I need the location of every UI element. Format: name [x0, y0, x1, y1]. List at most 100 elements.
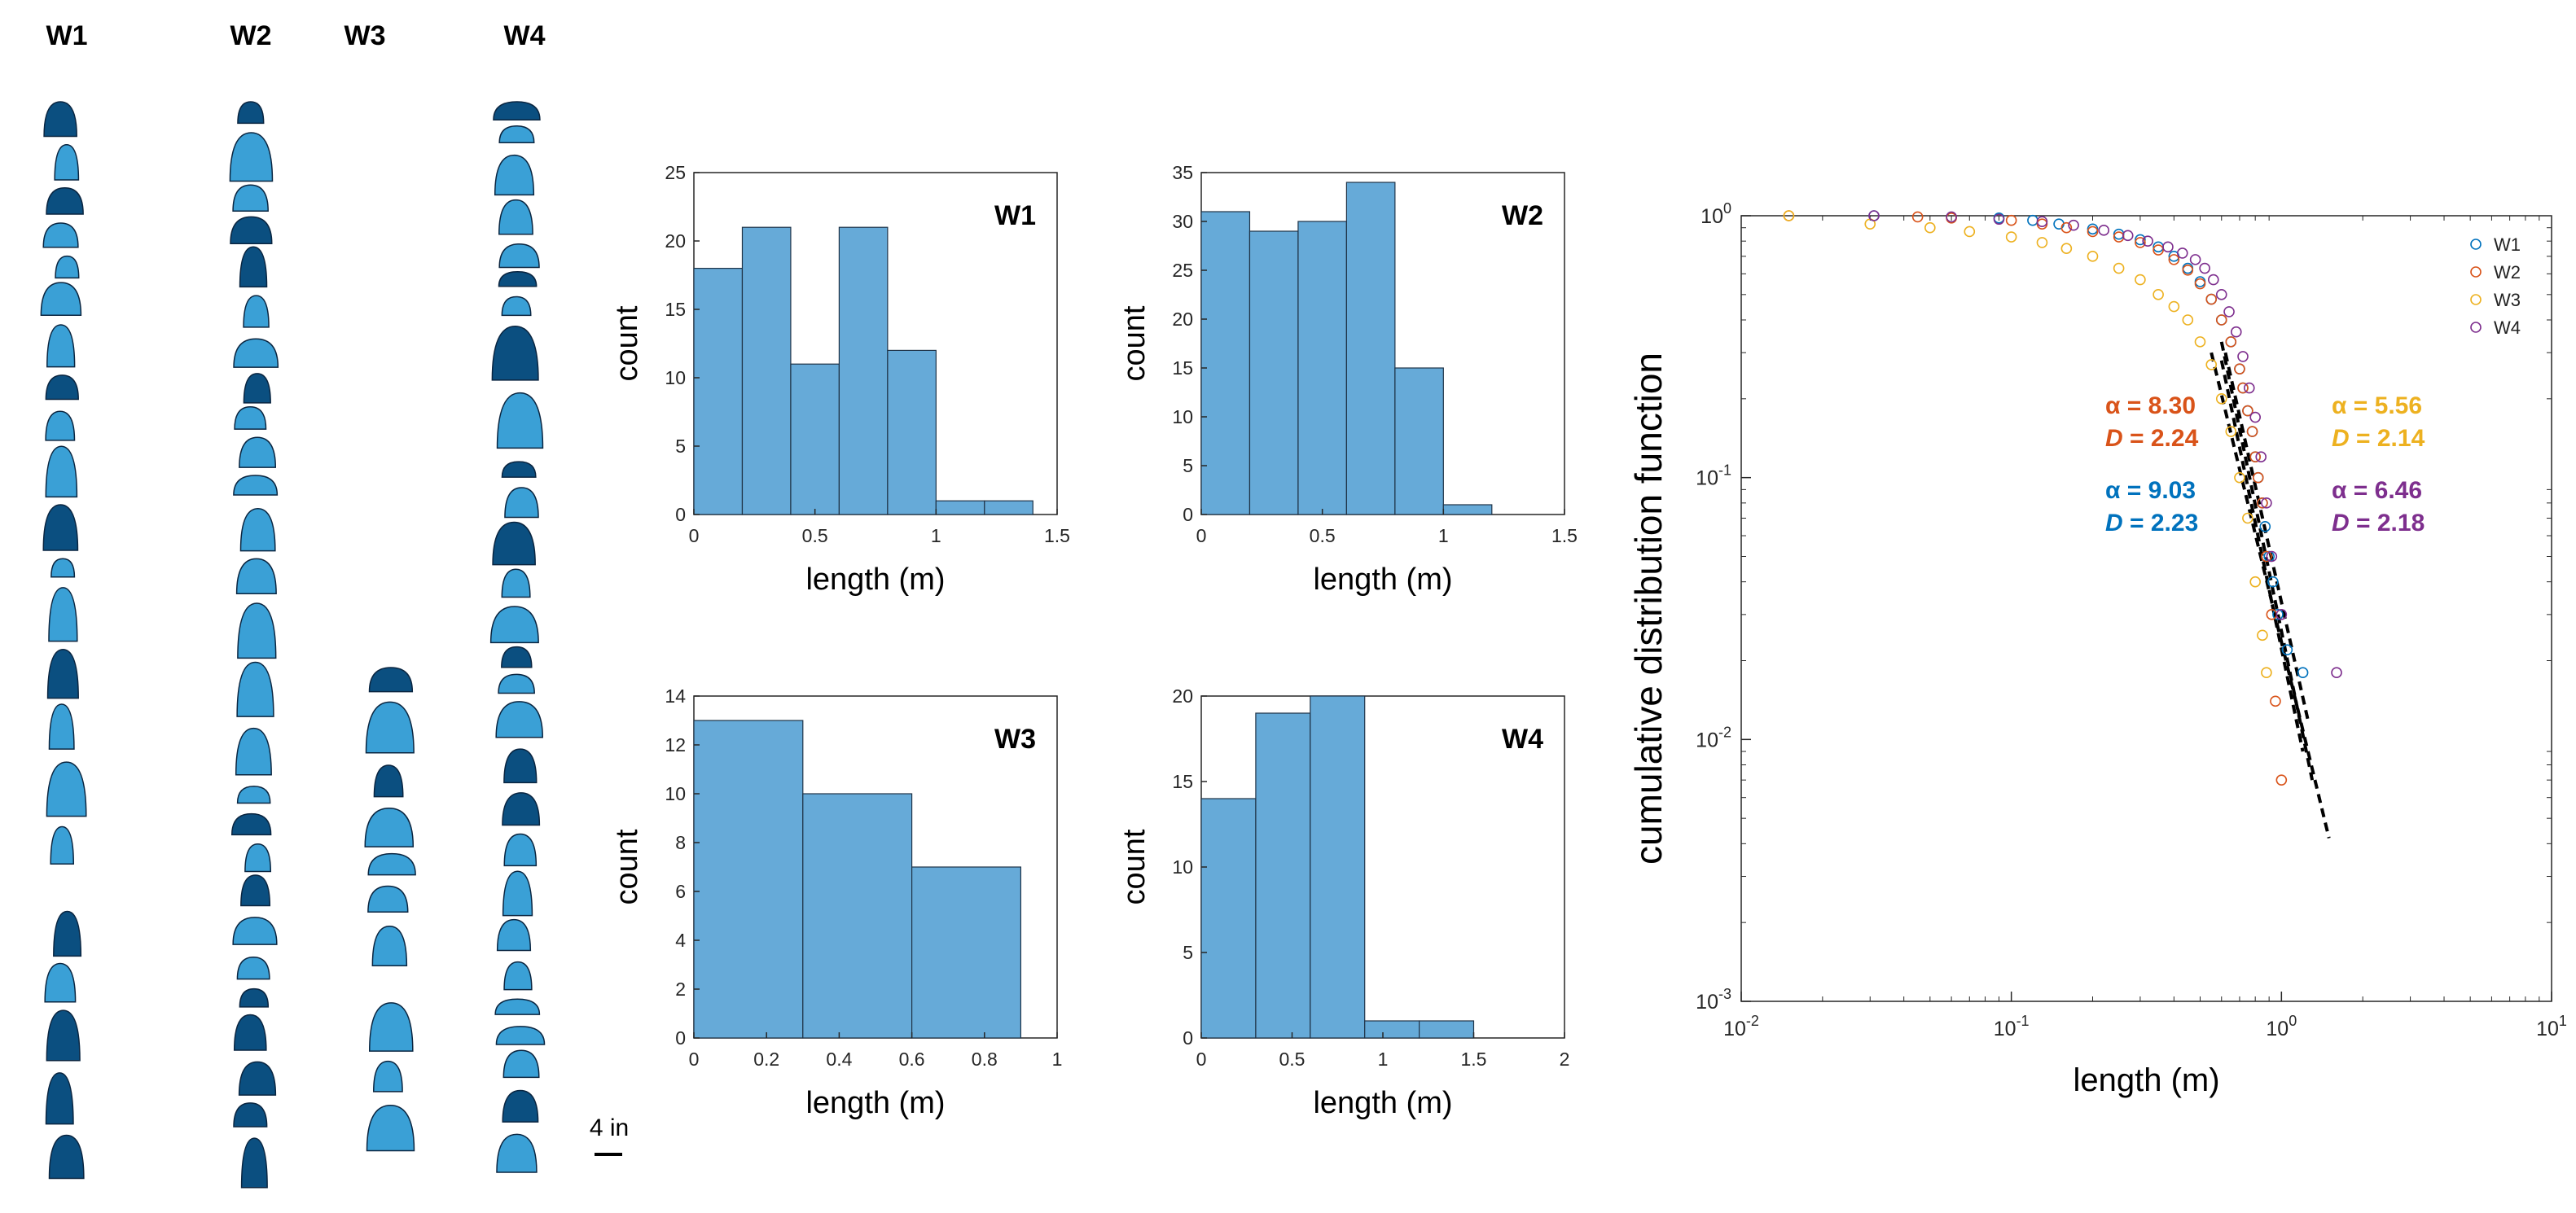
legend-marker-W2	[2470, 266, 2482, 278]
x-tick-label: 100	[2266, 1013, 2297, 1040]
fracture-icon	[55, 255, 80, 279]
x-tick-label: 0.5	[802, 525, 828, 546]
fracture-icon	[368, 667, 414, 693]
y-tick-label: 35	[1172, 162, 1193, 183]
x-tick-label: 10-1	[1994, 1013, 2030, 1040]
fracture-icon	[45, 1072, 74, 1125]
data-point-W2	[2087, 226, 2099, 238]
x-tick-label: 1	[931, 525, 941, 546]
data-point-W3	[2005, 231, 2017, 243]
histogram-W2: 0 0.5 1 1.5 0 5 10 15 20 25 30 35 W2 length (m) count	[1117, 162, 1578, 597]
data-point-W4	[2223, 306, 2235, 317]
data-point-W2	[2225, 336, 2237, 348]
data-point-W4	[2331, 667, 2342, 679]
histogram-bar	[1255, 712, 1311, 1039]
fracture-icon	[233, 338, 279, 368]
fracture-icon	[494, 154, 535, 196]
fracture-icon	[234, 406, 267, 430]
histogram-bar	[935, 500, 985, 515]
x-axis-label: length (m)	[805, 1086, 945, 1120]
fracture-icon	[501, 296, 532, 317]
x-tick-label: 0.8	[972, 1049, 998, 1070]
data-point-W4	[2266, 550, 2278, 563]
histogram-bar	[1297, 221, 1348, 515]
data-point-W2	[2215, 314, 2227, 326]
data-point-W1	[2027, 214, 2038, 226]
fracture-icon	[239, 436, 277, 468]
fracture-icon	[240, 874, 271, 907]
fit-line-W4	[2223, 352, 2310, 720]
x-tick-label: 0.4	[826, 1049, 852, 1070]
y-tick-label: 10	[665, 783, 686, 804]
data-point-W2	[2194, 278, 2206, 290]
y-tick-label: 10	[1172, 856, 1193, 878]
data-point-W1	[2259, 521, 2271, 532]
y-tick-label: 0	[1183, 504, 1193, 525]
fracture-icon	[367, 852, 416, 876]
data-point-W3	[2194, 336, 2206, 348]
data-point-W3	[1783, 210, 1795, 221]
x-axis-label: length (m)	[1313, 563, 1452, 597]
x-tick-label: 0.6	[899, 1049, 925, 1070]
data-point-W4	[2230, 326, 2242, 338]
data-point-W2	[2261, 550, 2272, 563]
data-point-W3	[2113, 262, 2125, 274]
d-label-W2: D = 2.24	[2105, 425, 2199, 452]
histogram-bar	[887, 349, 937, 515]
wells-panel: W1 W2 W3 W4 4 in	[40, 20, 629, 1189]
well-label-W3: W3	[344, 20, 386, 51]
histogram-bar	[984, 500, 1033, 515]
x-tick-label: 1.5	[1551, 525, 1578, 546]
data-point-W4	[2215, 289, 2227, 300]
scale-bar-label: 4 in	[590, 1114, 629, 1141]
d-label-W3: D = 2.14	[2332, 425, 2425, 452]
data-point-W4	[2122, 230, 2134, 242]
legend-label-W2: W2	[2494, 262, 2521, 282]
fracture-icon	[501, 646, 533, 668]
fracture-icon	[46, 1009, 81, 1062]
fracture-icon	[43, 101, 77, 138]
fracture-icon	[40, 282, 82, 317]
fracture-icon	[236, 786, 271, 804]
fracture-icon	[498, 125, 535, 144]
histogram-bar	[1418, 1020, 1475, 1039]
y-tick-label: 20	[1172, 309, 1193, 330]
fracture-icon	[498, 199, 533, 235]
fracture-icon	[365, 701, 415, 754]
y-tick-label: 15	[665, 299, 686, 320]
data-point-W2	[1911, 211, 1924, 223]
fracture-icon	[42, 222, 79, 248]
alpha-label-W3: α = 5.56	[2332, 392, 2422, 419]
fracture-icon	[48, 703, 75, 750]
scale-bar: 4 in	[590, 1114, 629, 1156]
y-tick-label: 5	[1183, 455, 1193, 476]
data-point-W2	[2182, 264, 2194, 276]
data-point-W3	[2234, 471, 2245, 484]
data-point-W3	[2205, 359, 2218, 370]
histogram-bar	[1345, 182, 1396, 515]
fracture-icon	[491, 326, 539, 381]
fracture-icon	[233, 1102, 268, 1128]
fracture-icon	[235, 558, 277, 595]
data-point-W4	[1993, 213, 2005, 226]
fracture-icon	[503, 961, 533, 991]
x-tick-label: 0	[689, 525, 700, 546]
histogram-bar	[1364, 1020, 1420, 1039]
y-tick-label: 20	[1172, 685, 1193, 707]
fracture-icon	[495, 701, 543, 738]
data-point-W2	[2270, 695, 2281, 707]
data-point-W2	[2237, 382, 2249, 394]
fracture-icon	[489, 606, 539, 644]
data-point-W4	[2176, 247, 2188, 259]
fracture-icon	[45, 445, 78, 498]
data-point-W1	[2281, 644, 2293, 655]
y-tick-label: 14	[665, 685, 686, 707]
x-tick-label: 0	[689, 1049, 700, 1070]
data-point-W3	[2153, 289, 2164, 300]
d-label-W1: D = 2.23	[2105, 510, 2198, 536]
fracture-icon	[368, 1002, 414, 1052]
y-tick-label: 8	[675, 832, 686, 853]
x-tick-label: 0.5	[1279, 1049, 1306, 1070]
data-point-W4	[2036, 216, 2048, 227]
